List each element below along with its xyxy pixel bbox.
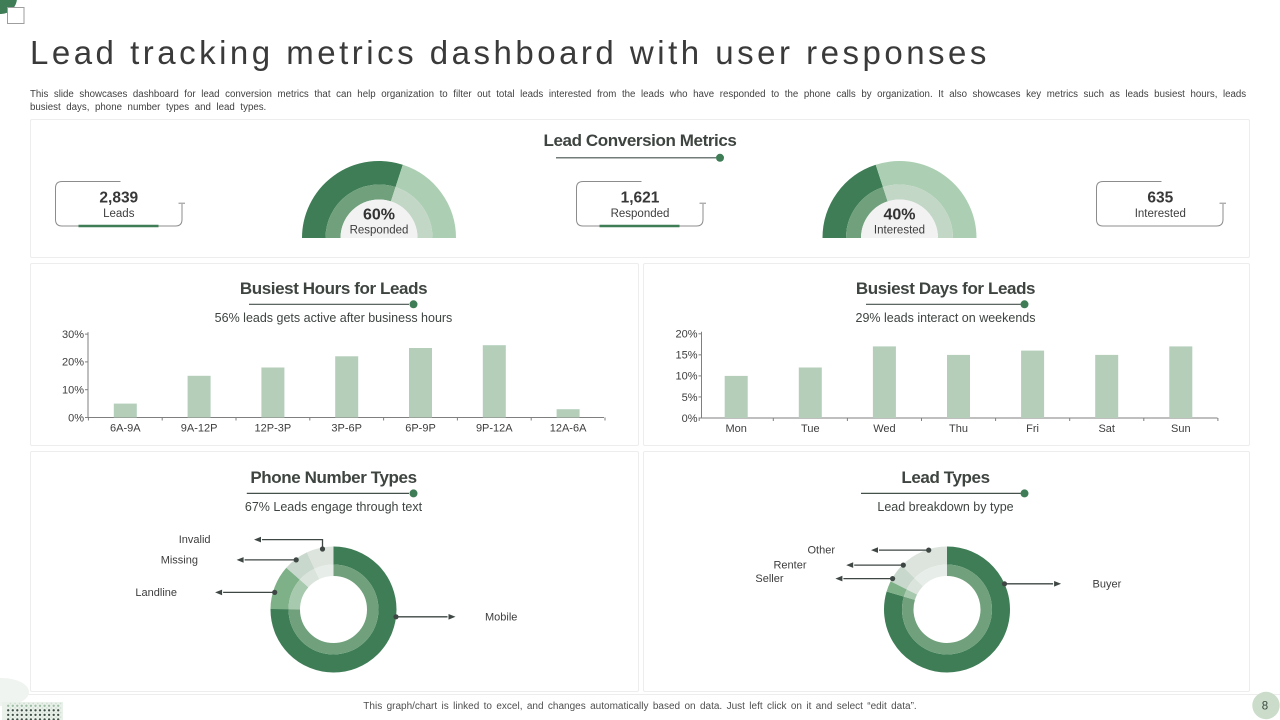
- svg-text:10%: 10%: [62, 385, 84, 397]
- svg-text:Interested: Interested: [874, 224, 925, 236]
- svg-text:635: 635: [1147, 190, 1173, 207]
- svg-text:Invalid: Invalid: [179, 534, 211, 546]
- svg-text:Sun: Sun: [1171, 423, 1191, 435]
- svg-text:0%: 0%: [682, 413, 698, 425]
- svg-text:8: 8: [1262, 701, 1268, 713]
- svg-text:Sat: Sat: [1098, 423, 1115, 435]
- svg-text:5%: 5%: [682, 392, 698, 404]
- svg-text:0%: 0%: [68, 412, 84, 424]
- svg-text:20%: 20%: [675, 329, 697, 341]
- svg-text:20%: 20%: [62, 357, 84, 369]
- svg-text:9A-12P: 9A-12P: [181, 423, 218, 435]
- svg-text:Mobile: Mobile: [485, 612, 517, 624]
- svg-text:Leads: Leads: [103, 208, 135, 220]
- svg-text:Wed: Wed: [873, 423, 895, 435]
- svg-text:Mon: Mon: [725, 423, 746, 435]
- svg-text:Landline: Landline: [135, 587, 177, 599]
- svg-text:Missing: Missing: [161, 555, 198, 567]
- svg-text:6A-9A: 6A-9A: [110, 423, 141, 435]
- svg-text:Renter: Renter: [773, 560, 806, 572]
- svg-text:12P-3P: 12P-3P: [255, 423, 292, 435]
- svg-text:Interested: Interested: [1135, 208, 1186, 220]
- svg-text:Tue: Tue: [801, 423, 820, 435]
- svg-text:30%: 30%: [62, 329, 84, 341]
- svg-text:9P-12A: 9P-12A: [476, 423, 513, 435]
- svg-text:3P-6P: 3P-6P: [331, 423, 362, 435]
- svg-text:12A-6A: 12A-6A: [550, 423, 587, 435]
- svg-text:6P-9P: 6P-9P: [405, 423, 436, 435]
- svg-text:60%: 60%: [363, 207, 395, 224]
- svg-text:1,621: 1,621: [621, 190, 660, 207]
- svg-text:Seller: Seller: [755, 573, 783, 585]
- svg-text:40%: 40%: [883, 207, 915, 224]
- svg-text:Responded: Responded: [611, 208, 670, 220]
- svg-text:Thu: Thu: [949, 423, 968, 435]
- svg-text:Responded: Responded: [350, 224, 409, 236]
- svg-text:15%: 15%: [675, 350, 697, 362]
- svg-text:Fri: Fri: [1026, 423, 1039, 435]
- svg-text:Buyer: Buyer: [1093, 579, 1122, 591]
- svg-text:2,839: 2,839: [99, 190, 138, 207]
- svg-text:Other: Other: [807, 545, 835, 557]
- svg-text:10%: 10%: [675, 371, 697, 383]
